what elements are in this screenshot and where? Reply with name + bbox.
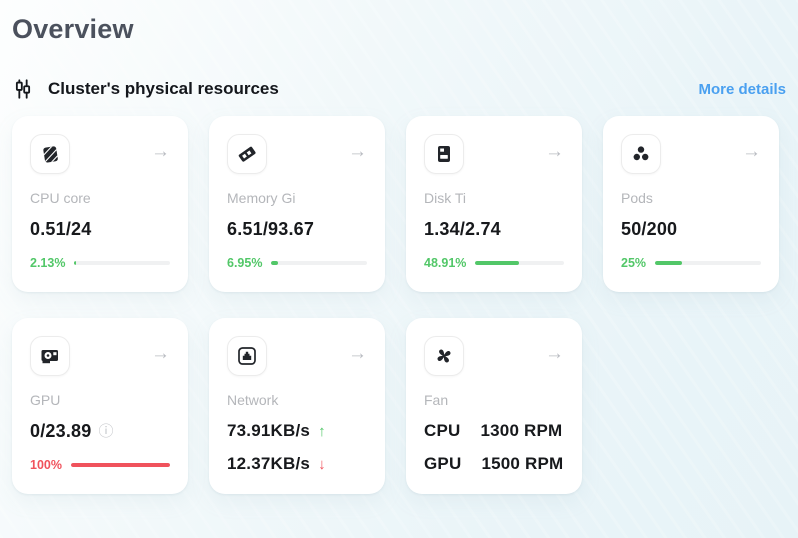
up-arrow-icon: ↑ (318, 422, 326, 440)
card-label: GPU (30, 392, 61, 408)
percent-label: 2.13% (30, 256, 66, 270)
arrow-right-icon[interactable]: → (151, 141, 170, 162)
progress-track (70, 463, 170, 467)
card-value: 50/200 (621, 219, 678, 239)
cpu-core-card[interactable]: → CPU core 0.51/24 2.13% (12, 116, 188, 292)
down-arrow-icon: ↓ (318, 455, 326, 473)
info-icon[interactable]: ⓘ (98, 423, 114, 440)
section-title: Cluster's physical resources (48, 79, 279, 98)
gpu-value: 0/23.89 (30, 421, 92, 441)
progress-row: 100% (30, 458, 170, 472)
network-card[interactable]: → Network 73.91KB/s ↑ 12.37KB/s ↓ (209, 318, 385, 494)
ethernet-icon (227, 336, 267, 376)
progress-fill (70, 463, 170, 467)
upload-value: 73.91KB/s (227, 421, 311, 440)
arrow-right-icon[interactable]: → (348, 141, 367, 162)
card-label: Memory Gi (227, 190, 296, 206)
progress-fill (475, 261, 519, 265)
overview-page: Overview Cluster's physical resources Mo… (12, 14, 786, 494)
pods-icon (621, 134, 661, 174)
percent-label: 6.95% (227, 256, 263, 270)
card-label: Network (227, 392, 279, 408)
progress-row: 48.91% (424, 256, 564, 270)
card-label: Disk Ti (424, 190, 466, 206)
progress-track (271, 261, 367, 265)
card-value: 6.51/93.67 (227, 219, 315, 239)
arrow-right-icon[interactable]: → (151, 343, 170, 364)
download-value: 12.37KB/s (227, 454, 311, 473)
gpu-icon (30, 336, 70, 376)
card-label: CPU core (30, 190, 91, 206)
disk-card[interactable]: → Disk Ti 1.34/2.74 48.91% (406, 116, 582, 292)
page-title: Overview (12, 14, 134, 44)
progress-fill (271, 261, 279, 265)
percent-label: 100% (30, 458, 62, 472)
arrow-right-icon[interactable]: → (348, 343, 367, 364)
more-details-link[interactable]: More details (698, 80, 786, 98)
fan-cpu-row: CPU 1300 RPM (424, 421, 564, 441)
fan-icon (424, 336, 464, 376)
progress-row: 6.95% (227, 256, 367, 270)
cpu-icon (30, 134, 70, 174)
resource-cards-grid: → CPU core 0.51/24 2.13% (12, 116, 786, 494)
progress-row: 2.13% (30, 256, 170, 270)
pods-card[interactable]: → Pods 50/200 25% (603, 116, 779, 292)
progress-fill (74, 261, 77, 265)
fan-gpu-label: GPU (424, 454, 462, 473)
progress-track (74, 261, 170, 265)
arrow-right-icon[interactable]: → (742, 141, 761, 162)
card-label: Pods (621, 190, 653, 206)
progress-fill (655, 261, 682, 265)
card-label: Fan (424, 392, 449, 408)
fan-cpu-value: 1300 RPM (480, 421, 563, 440)
sliders-icon (12, 78, 34, 100)
gpu-card[interactable]: → GPU 0/23.89 ⓘ 100% (12, 318, 188, 494)
progress-row: 25% (621, 256, 761, 270)
card-value: 0.51/24 (30, 219, 92, 239)
memory-card[interactable]: → Memory Gi 6.51/93.67 6.95% (209, 116, 385, 292)
memory-icon (227, 134, 267, 174)
fan-cpu-label: CPU (424, 421, 461, 440)
card-value: 1.34/2.74 (424, 219, 501, 239)
progress-track (655, 261, 761, 265)
fan-card[interactable]: → Fan CPU 1300 RPM GPU 1500 RPM (406, 318, 582, 494)
network-download-row: 12.37KB/s ↓ (227, 454, 367, 474)
progress-track (475, 261, 564, 265)
network-upload-row: 73.91KB/s ↑ (227, 421, 367, 441)
card-value: 0/23.89 ⓘ (30, 421, 170, 442)
percent-label: 48.91% (424, 256, 467, 270)
fan-gpu-value: 1500 RPM (481, 454, 564, 473)
section-header: Cluster's physical resources More detail… (12, 78, 786, 100)
percent-label: 25% (621, 256, 647, 270)
fan-gpu-row: GPU 1500 RPM (424, 454, 564, 474)
arrow-right-icon[interactable]: → (545, 343, 564, 364)
arrow-right-icon[interactable]: → (545, 141, 564, 162)
disk-icon (424, 134, 464, 174)
